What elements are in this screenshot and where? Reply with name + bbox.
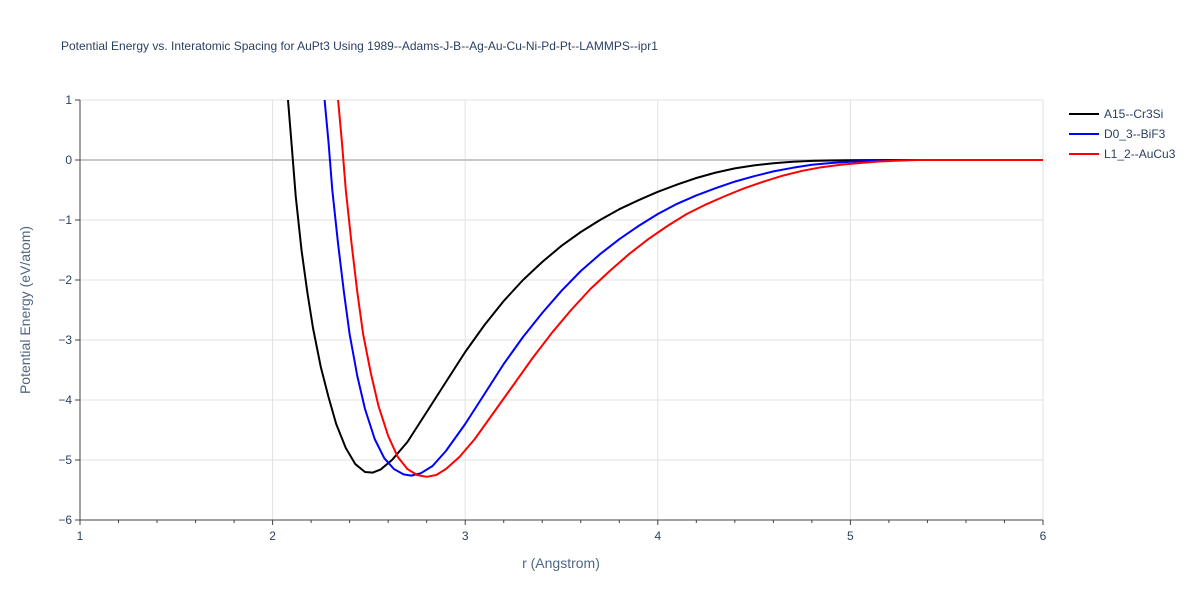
y-tick-label: 1	[65, 93, 72, 107]
x-tick-label: 5	[847, 529, 854, 543]
series-line-l1-2-aucu3	[337, 100, 1043, 478]
x-axis-ticks: 1 2 3 4 5 6	[77, 520, 1047, 543]
legend-item[interactable]: A15--Cr3Si	[1069, 107, 1163, 121]
legend-label: D0_3--BiF3	[1104, 127, 1166, 141]
x-gridlines	[272, 100, 1044, 520]
legend-label: L1_2--AuCu3	[1104, 147, 1176, 161]
y-axis-ticks: 1 0 −1 −2 −3 −4 −5 −6	[58, 93, 80, 527]
y-gridlines	[80, 99, 1043, 461]
x-tick-label: 1	[77, 529, 84, 543]
legend[interactable]: A15--Cr3Si D0_3--BiF3 L1_2--AuCu3	[1069, 107, 1176, 161]
legend-label: A15--Cr3Si	[1104, 107, 1163, 121]
series-line-a15-cr3si	[287, 100, 1043, 474]
chart-title: Potential Energy vs. Interatomic Spacing…	[61, 39, 658, 53]
series-lines	[287, 100, 1043, 478]
x-tick-label: 3	[462, 529, 469, 543]
y-tick-label: −4	[58, 393, 72, 407]
y-tick-label: −3	[58, 333, 72, 347]
y-axis-label: Potential Energy (eV/atom)	[17, 226, 33, 394]
series-line-d0-3-bif3	[323, 100, 1043, 477]
legend-item[interactable]: D0_3--BiF3	[1069, 127, 1166, 141]
x-axis-label: r (Angstrom)	[522, 555, 600, 571]
legend-item[interactable]: L1_2--AuCu3	[1069, 147, 1176, 161]
x-tick-label: 6	[1040, 529, 1047, 543]
x-tick-label: 4	[654, 529, 661, 543]
y-tick-label: −1	[58, 213, 72, 227]
y-tick-label: 0	[65, 153, 72, 167]
y-tick-label: −6	[58, 513, 72, 527]
x-tick-label: 2	[269, 529, 276, 543]
y-tick-label: −2	[58, 273, 72, 287]
y-tick-label: −5	[58, 453, 72, 467]
